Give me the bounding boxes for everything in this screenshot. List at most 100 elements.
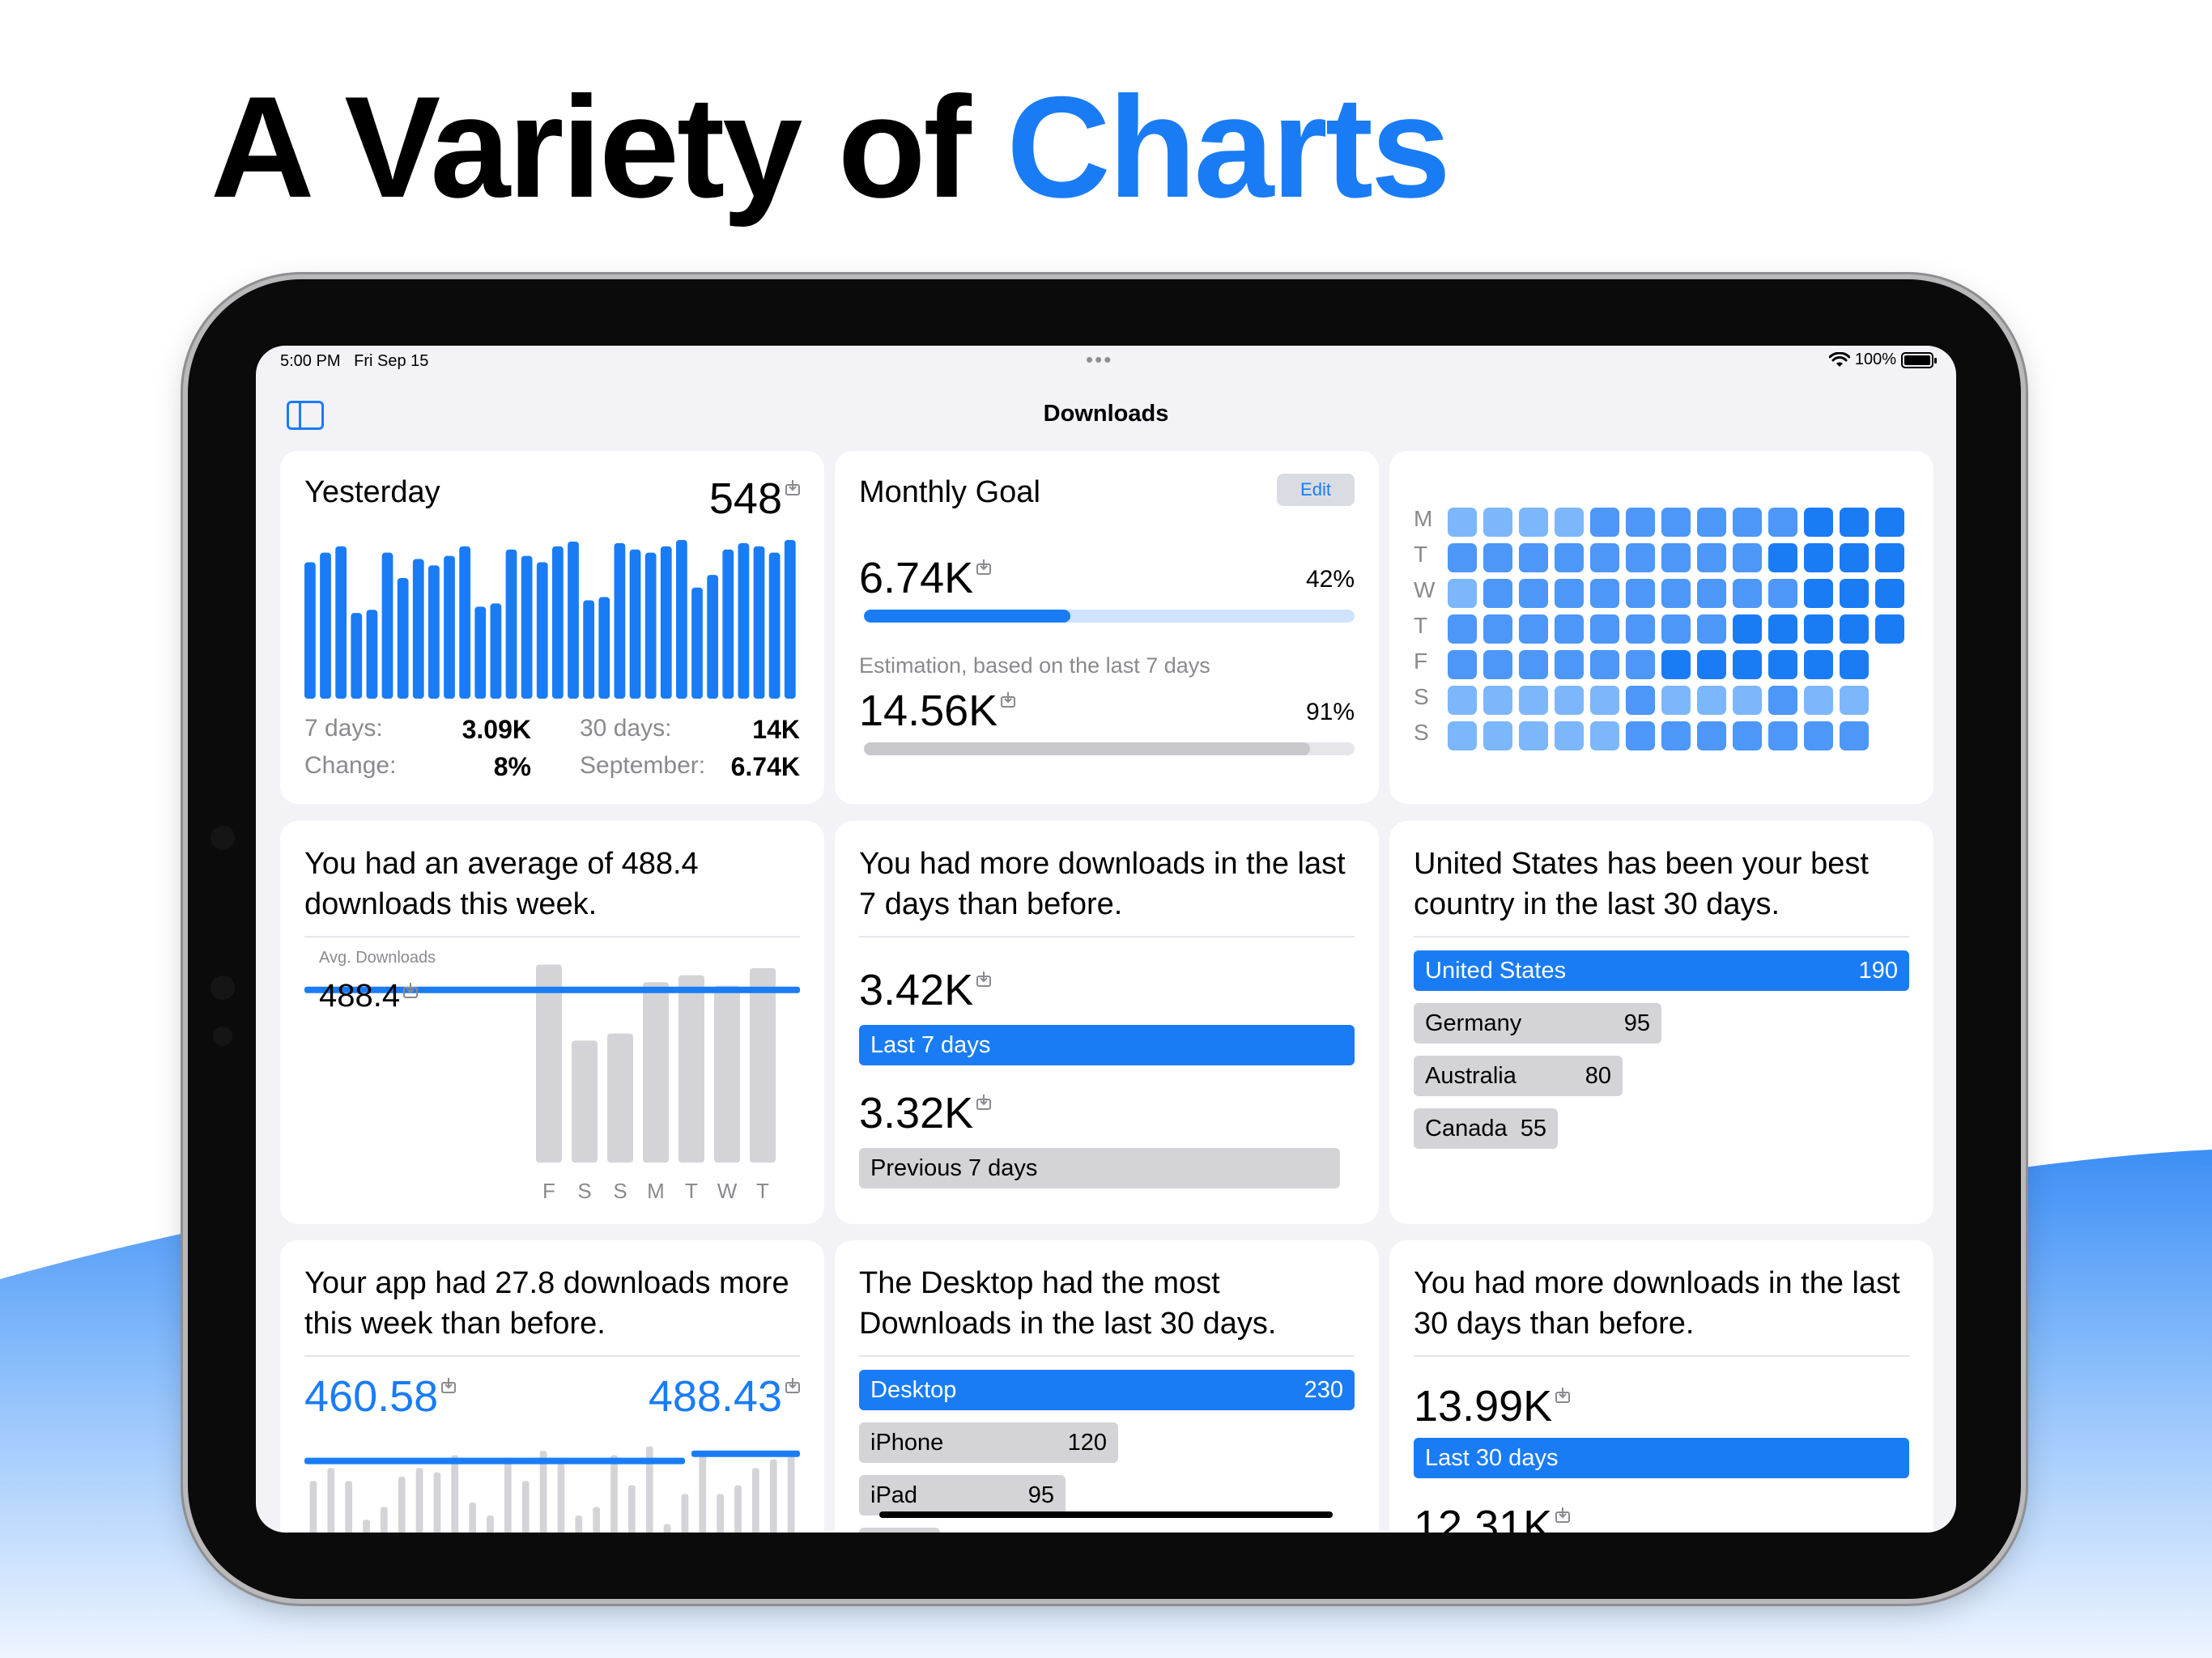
heatmap-cell bbox=[1519, 721, 1548, 750]
divider bbox=[1414, 936, 1909, 937]
sensor-dot bbox=[211, 976, 235, 1000]
previous7-bar: Previous 7 days bbox=[859, 1148, 1340, 1188]
heatmap-cell bbox=[1804, 686, 1833, 715]
heatmap-cell bbox=[1483, 721, 1512, 750]
estimate-progress-bar bbox=[864, 742, 1355, 755]
weekly-change-card[interactable]: Your app had 27.8 downloads more this we… bbox=[280, 1240, 824, 1533]
multitasking-dots[interactable]: ••• bbox=[1086, 347, 1113, 372]
comparison-bar bbox=[593, 1507, 601, 1533]
yesterday-card[interactable]: Yesterday 548 7 days: 3.09K 30 days: 14K… bbox=[280, 451, 824, 804]
weekday-bar bbox=[678, 975, 704, 1163]
sidebar-toggle-icon[interactable] bbox=[287, 401, 324, 430]
country-bar: Germany 95 bbox=[1414, 1003, 1661, 1044]
before-average-line bbox=[304, 1457, 685, 1465]
comparison-bar bbox=[575, 1516, 583, 1533]
divider bbox=[304, 1355, 800, 1357]
heatmap-cell bbox=[1555, 686, 1584, 715]
bar-value: 190 bbox=[1858, 958, 1898, 984]
last7-bar: Last 7 days bbox=[859, 1025, 1355, 1065]
home-indicator[interactable] bbox=[879, 1511, 1333, 1518]
previous30-value-text: 12.31K bbox=[1414, 1502, 1553, 1533]
daily-bar bbox=[335, 546, 347, 699]
comparison-bar bbox=[504, 1459, 512, 1533]
last30-value: 13.99K bbox=[1414, 1381, 1571, 1431]
daily-bar bbox=[490, 603, 502, 699]
heatmap-cell bbox=[1448, 543, 1477, 572]
heatmap-cell bbox=[1483, 543, 1512, 572]
heatmap-cell bbox=[1448, 721, 1477, 750]
download-icon bbox=[976, 971, 992, 987]
last7-value-text: 3.42K bbox=[859, 966, 974, 1014]
card-title: Your app had 27.8 downloads more this we… bbox=[304, 1266, 789, 1341]
sensor-dot bbox=[213, 1027, 232, 1046]
heatmap-cell bbox=[1626, 650, 1655, 679]
heatmap-cell bbox=[1519, 543, 1548, 572]
device-bar: Desktop 230 bbox=[859, 1370, 1355, 1410]
heatmap-cell bbox=[1555, 721, 1584, 750]
heatmap-cell bbox=[1768, 650, 1797, 679]
heatmap-cell bbox=[1483, 579, 1512, 608]
bar-label: Germany bbox=[1425, 1010, 1522, 1036]
heatmap-cell bbox=[1840, 543, 1869, 572]
heatmap-cell bbox=[1840, 614, 1869, 644]
heatmap-cell bbox=[1768, 508, 1797, 537]
nav-title: Downloads bbox=[1043, 401, 1169, 427]
average-value: 488.4 bbox=[319, 978, 419, 1014]
heatmap-day-label: F bbox=[1414, 648, 1428, 674]
heatmap-cell bbox=[1768, 721, 1797, 750]
yesterday-value: 548 bbox=[709, 474, 800, 524]
download-icon bbox=[403, 983, 419, 998]
weekday-bar bbox=[750, 967, 776, 1163]
download-icon bbox=[785, 480, 800, 495]
bar-label: United States bbox=[1425, 958, 1567, 984]
bar-label: Desktop bbox=[870, 1377, 957, 1403]
before-average: 460.58 bbox=[304, 1371, 457, 1422]
country-card[interactable]: United States has been your best country… bbox=[1389, 821, 1933, 1224]
average-rule-label: Avg. Downloads bbox=[319, 949, 436, 967]
heatmap-cell bbox=[1733, 579, 1762, 608]
heatmap-cell bbox=[1733, 508, 1762, 537]
week-comparison-card[interactable]: You had more downloads in the last 7 day… bbox=[835, 821, 1379, 1224]
heatmap-cell bbox=[1483, 614, 1512, 644]
bar-value: 230 bbox=[1304, 1377, 1343, 1403]
comparison-bar bbox=[363, 1520, 370, 1533]
device-bar: iPhone 120 bbox=[859, 1422, 1118, 1463]
heatmap-cell bbox=[1448, 508, 1477, 537]
heatmap-cell bbox=[1840, 579, 1869, 608]
heatmap-cell bbox=[1804, 721, 1833, 750]
weekday-bars bbox=[536, 964, 776, 1163]
country-bar: Canada 55 bbox=[1414, 1108, 1558, 1149]
comparison-bar bbox=[610, 1455, 618, 1533]
comparison-bar bbox=[469, 1503, 477, 1533]
monthly-goal-card[interactable]: Monthly Goal Edit 6.74K 42% Estimation, … bbox=[835, 451, 1379, 804]
heatmap-cell bbox=[1661, 543, 1691, 572]
bar-value: 120 bbox=[1067, 1430, 1107, 1456]
status-date: Fri Sep 15 bbox=[354, 352, 429, 370]
goal-current-percent: 42% bbox=[1305, 566, 1355, 593]
weekday-label: S bbox=[613, 1179, 627, 1203]
country-bar: United States 190 bbox=[1414, 950, 1909, 991]
weekday-bar bbox=[536, 964, 562, 1163]
heatmap-cell bbox=[1448, 650, 1477, 679]
bar-label: Canada bbox=[1425, 1116, 1508, 1141]
daily-bar bbox=[366, 610, 378, 699]
heatmap-cell bbox=[1875, 543, 1904, 572]
month-comparison-card[interactable]: You had more downloads in the last 30 da… bbox=[1389, 1240, 1933, 1533]
average-card[interactable]: You had an average of 488.4 downloads th… bbox=[280, 821, 824, 1224]
device-card[interactable]: The Desktop had the most Downloads in th… bbox=[835, 1240, 1379, 1533]
heatmap-cell bbox=[1626, 686, 1655, 715]
heatmap-cell bbox=[1697, 686, 1726, 715]
daily-bar bbox=[583, 600, 595, 699]
download-icon bbox=[976, 1095, 992, 1110]
heatmap-cell bbox=[1768, 614, 1797, 644]
comparison-bar bbox=[380, 1507, 388, 1533]
heatmap-cell bbox=[1768, 686, 1797, 715]
heatmap-cell bbox=[1804, 543, 1833, 572]
edit-button[interactable]: Edit bbox=[1277, 474, 1355, 506]
daily-bar bbox=[521, 555, 533, 699]
stat-label: Change: bbox=[304, 752, 397, 779]
comparison-bar bbox=[433, 1472, 441, 1533]
